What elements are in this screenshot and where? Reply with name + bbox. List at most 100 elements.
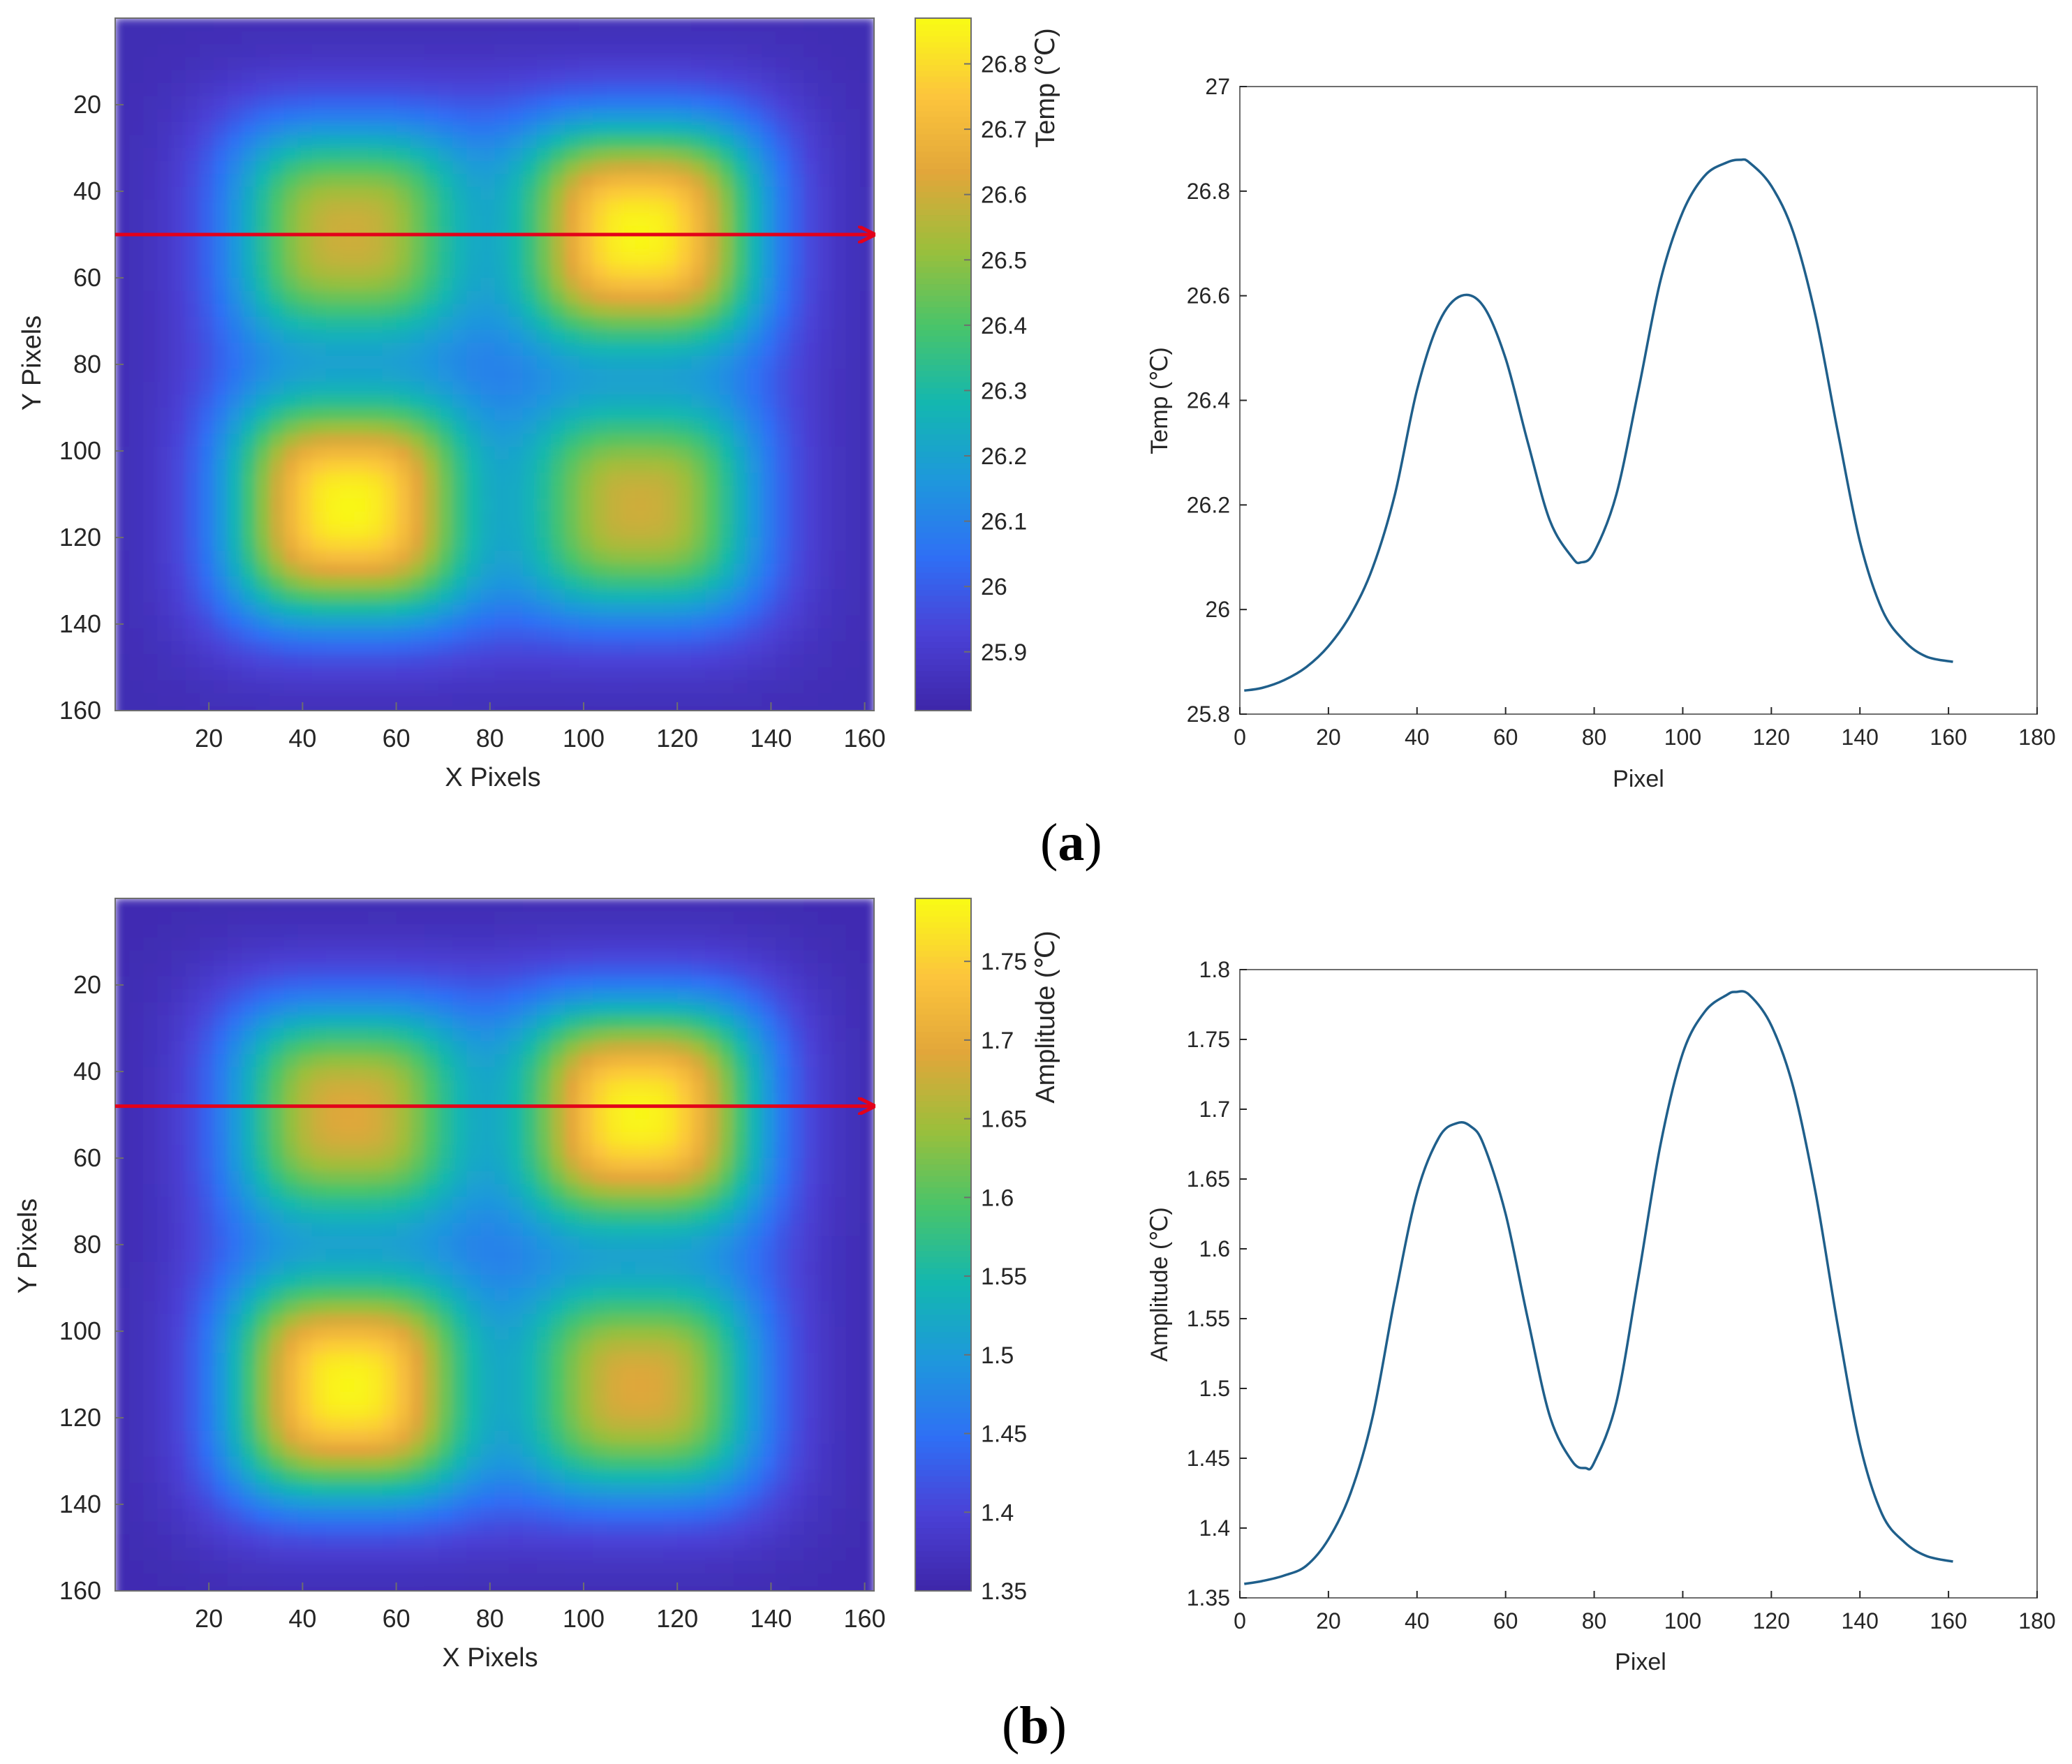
heatmap-cell: [579, 1028, 594, 1042]
heatmap-cell: [705, 563, 720, 577]
heatmap-cell: [185, 239, 200, 253]
heatmap-cell: [213, 381, 228, 396]
heatmap-cell: [242, 524, 257, 538]
heatmap-cell: [171, 1171, 186, 1185]
colorbar-segment: [915, 185, 971, 192]
heatmap-cell: [242, 381, 257, 396]
heatmap-cell: [199, 433, 214, 447]
heatmap-cell: [368, 109, 383, 123]
heatmap-cell: [171, 329, 186, 343]
heatmap-cell: [551, 473, 566, 487]
heatmap-cell: [269, 109, 285, 123]
heatmap-cell: [325, 459, 341, 473]
heatmap-cell: [297, 693, 313, 707]
heatmap-cell: [579, 329, 594, 343]
heatmap-cell: [185, 278, 200, 292]
heatmap-cell: [382, 1067, 397, 1081]
heatmap-cell: [382, 1196, 397, 1211]
heatmap-cell: [410, 1093, 425, 1107]
heatmap-cell: [508, 381, 524, 396]
heatmap-cell: [733, 628, 748, 642]
heatmap-cell: [536, 394, 552, 408]
heatmap-cell: [368, 1054, 383, 1068]
heatmap-cell: [269, 1300, 285, 1315]
heatmap-cell: [480, 174, 496, 188]
heatmap-cell: [311, 898, 327, 912]
heatmap-cell: [649, 576, 664, 591]
heatmap-cell: [508, 251, 524, 266]
heatmap-cell: [845, 329, 861, 343]
heatmap-cell: [129, 161, 145, 175]
heatmap-cell: [607, 343, 622, 357]
heatmap-cell: [171, 239, 186, 253]
heatmap-cell: [691, 446, 706, 461]
heatmap-cell: [256, 316, 271, 331]
heatmap-cell: [621, 251, 636, 266]
heatmap-cell: [733, 1015, 748, 1029]
temp-heatmap-x-axis-label: X Pixels: [445, 763, 540, 792]
heatmap-cell: [129, 174, 145, 188]
heatmap-cell: [368, 1067, 383, 1081]
heatmap-cell: [171, 174, 186, 188]
heatmap-cell: [845, 1210, 861, 1224]
heatmap-cell: [762, 265, 777, 279]
heatmap-cell: [804, 498, 819, 512]
heatmap-cell: [199, 1196, 214, 1211]
heatmap-cell: [719, 1041, 734, 1055]
heatmap-cell: [157, 1093, 172, 1107]
heatmap-cell: [269, 1326, 285, 1341]
heatmap-cell: [438, 1093, 454, 1107]
heatmap-cell: [199, 1314, 214, 1328]
heatmap-cell: [747, 898, 762, 912]
heatmap-cell: [635, 538, 650, 551]
heatmap-cell: [256, 976, 271, 991]
heatmap-cell: [565, 898, 580, 912]
heatmap-cell: [480, 924, 496, 938]
heatmap-cell: [438, 446, 454, 461]
heatmap-cell: [129, 316, 145, 331]
colorbar-segment: [915, 572, 971, 579]
heatmap-cell: [831, 1249, 847, 1263]
heatmap-cell: [747, 369, 762, 383]
heatmap-cell: [382, 31, 397, 45]
heatmap-cell: [762, 251, 777, 266]
heatmap-cell: [396, 1249, 411, 1263]
heatmap-cell: [747, 1261, 762, 1276]
heatmap-cell: [424, 1028, 439, 1042]
heatmap-cell: [368, 602, 383, 616]
heatmap-cell: [790, 174, 805, 188]
heatmap-cell: [635, 251, 650, 266]
heatmap-cell: [790, 31, 805, 45]
heatmap-cell: [256, 343, 271, 357]
heatmap-cell: [790, 265, 805, 279]
heatmap-cell: [256, 898, 271, 912]
heatmap-cell: [845, 1015, 861, 1029]
heatmap-cell: [157, 654, 172, 668]
heatmap-cell: [213, 44, 228, 58]
heatmap-cell: [242, 1210, 257, 1224]
heatmap-cell: [297, 239, 313, 253]
heatmap-cell: [256, 589, 271, 603]
heatmap-cell: [593, 265, 608, 279]
heatmap-cell: [845, 1223, 861, 1237]
heatmap-cell: [719, 304, 734, 318]
heatmap-cell: [565, 174, 580, 188]
heatmap-cell: [410, 1028, 425, 1042]
heatmap-cell: [452, 963, 468, 977]
heatmap-cell: [340, 1028, 355, 1042]
heatmap-cell: [143, 420, 158, 435]
heatmap-cell: [452, 290, 468, 305]
heatmap-cell: [466, 693, 482, 707]
heatmap-cell: [438, 706, 454, 711]
heatmap-cell: [508, 1261, 524, 1276]
heatmap-cell: [297, 654, 313, 668]
heatmap-cell: [804, 148, 819, 162]
heatmap-cell: [242, 1261, 257, 1276]
heatmap-cell: [565, 394, 580, 408]
heatmap-cell: [804, 485, 819, 500]
heatmap-cell: [790, 433, 805, 447]
heatmap-cell: [565, 408, 580, 422]
heatmap-cell: [283, 976, 299, 991]
heatmap-cell: [269, 381, 285, 396]
heatmap-cell: [185, 31, 200, 45]
